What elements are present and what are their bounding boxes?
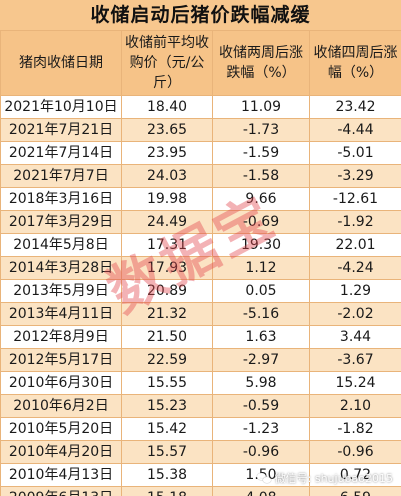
value-cell: -5.01 — [309, 141, 401, 165]
value-cell: 15.55 — [121, 371, 213, 395]
table-row: 2013年5月9日 20.89 0.05 1.29 — [0, 279, 401, 303]
column-header: 收储四周后涨幅（%） — [309, 30, 401, 96]
value-cell: 1.29 — [309, 279, 401, 303]
date-cell: 2010年4月13日 — [0, 463, 122, 487]
table-row: 2010年4月20日 15.57 -0.96 -0.96 — [0, 440, 401, 464]
value-cell: -4.24 — [309, 256, 401, 280]
table-row: 2009年6月13日15.184.086.59 — [0, 486, 401, 496]
table-row: 2017年3月29日 24.49 -0.69 -1.92 — [0, 210, 401, 234]
value-cell: -4.44 — [309, 118, 401, 142]
value-cell: 5.98 — [212, 371, 310, 395]
value-cell: 15.23 — [121, 394, 213, 418]
value-cell: -1.59 — [212, 141, 310, 165]
table-body: 2021年10月10日 18.40 11.09 23.42 2021年7月21日 23.6… — [0, 95, 401, 496]
value-cell: 4.08 — [212, 486, 310, 496]
value-cell: 18.40 — [121, 95, 213, 119]
date-cell: 2009年6月13日 — [0, 486, 122, 496]
date-cell: 2012年5月17日 — [0, 348, 122, 372]
date-cell: 2021年7月14日 — [0, 141, 122, 165]
value-cell: 15.18 — [121, 486, 213, 496]
table-row: 2021年7月14日 23.95 -1.59 -5.01 — [0, 141, 401, 165]
value-cell: -1.23 — [212, 417, 310, 441]
value-cell: 3.44 — [309, 325, 401, 349]
date-cell: 2010年4月20日 — [0, 440, 122, 464]
chart-title: 收储启动后猪价跌幅减缓 — [90, 4, 311, 26]
value-cell: -1.92 — [309, 210, 401, 234]
value-cell: 15.42 — [121, 417, 213, 441]
value-cell: 23.42 — [309, 95, 401, 119]
date-cell: 2018年3月16日 — [0, 187, 122, 211]
table-row: 2010年5月20日 15.42 -1.23 -1.82 — [0, 417, 401, 441]
column-header: 猪肉收储日期 — [0, 30, 122, 96]
date-cell: 2013年4月11日 — [0, 302, 122, 326]
data-table: 猪肉收储日期 收储前平均收购价（元/公斤） 收储两周后涨跌幅（%） 收储四周后涨… — [0, 30, 401, 496]
date-cell: 2010年5月20日 — [0, 417, 122, 441]
value-cell: 22.59 — [121, 348, 213, 372]
value-cell: 11.09 — [212, 95, 310, 119]
table-row: 2012年8月9日 21.50 1.63 3.44 — [0, 325, 401, 349]
table-row: 2018年3月16日 19.98 9.66 -12.61 — [0, 187, 401, 211]
table-row: 2014年3月28日 17.93 1.12 -4.24 — [0, 256, 401, 280]
column-header: 收储前平均收购价（元/公斤） — [121, 30, 213, 96]
value-cell: 1.50 — [212, 463, 310, 487]
value-cell: 24.49 — [121, 210, 213, 234]
value-cell: 24.03 — [121, 164, 213, 188]
value-cell: 1.63 — [212, 325, 310, 349]
date-cell: 2021年7月7日 — [0, 164, 122, 188]
header-row: 猪肉收储日期 收储前平均收购价（元/公斤） 收储两周后涨跌幅（%） 收储四周后涨… — [0, 30, 401, 96]
table-row: 2012年5月17日 22.59 -2.97 -3.67 — [0, 348, 401, 372]
value-cell: -1.58 — [212, 164, 310, 188]
column-header: 收储两周后涨跌幅（%） — [212, 30, 310, 96]
value-cell: 1.12 — [212, 256, 310, 280]
value-cell: -0.59 — [212, 394, 310, 418]
value-cell: 17.93 — [121, 256, 213, 280]
date-cell: 2010年6月30日 — [0, 371, 122, 395]
date-cell: 2021年7月21日 — [0, 118, 122, 142]
date-cell: 2021年10月10日 — [0, 95, 122, 119]
value-cell: 9.66 — [212, 187, 310, 211]
value-cell: -1.82 — [309, 417, 401, 441]
value-cell: 0.72 — [309, 463, 401, 487]
value-cell: 23.65 — [121, 118, 213, 142]
value-cell: 20.89 — [121, 279, 213, 303]
date-cell: 2014年5月8日 — [0, 233, 122, 257]
date-cell: 2010年6月2日 — [0, 394, 122, 418]
value-cell: 21.32 — [121, 302, 213, 326]
value-cell: -3.67 — [309, 348, 401, 372]
table-row: 2014年5月8日 17.31 19.30 22.01 — [0, 233, 401, 257]
date-cell: 2017年3月29日 — [0, 210, 122, 234]
date-cell: 2014年3月28日 — [0, 256, 122, 280]
date-cell: 2012年8月9日 — [0, 325, 122, 349]
date-cell: 2013年5月9日 — [0, 279, 122, 303]
value-cell: 21.50 — [121, 325, 213, 349]
value-cell: 22.01 — [309, 233, 401, 257]
value-cell: -1.73 — [212, 118, 310, 142]
value-cell: 0.05 — [212, 279, 310, 303]
value-cell: 15.38 — [121, 463, 213, 487]
table-row: 2010年6月30日 15.55 5.98 15.24 — [0, 371, 401, 395]
table-row: 2021年7月21日 23.65 -1.73 -4.44 — [0, 118, 401, 142]
value-cell: 6.59 — [309, 486, 401, 496]
value-cell: -3.29 — [309, 164, 401, 188]
table-row: 2013年4月11日 21.32 -5.16 -2.02 — [0, 302, 401, 326]
table-row: 2010年6月2日 15.23 -0.59 2.10 — [0, 394, 401, 418]
table-row: 2021年7月7日 24.03 -1.58 -3.29 — [0, 164, 401, 188]
value-cell: 15.24 — [309, 371, 401, 395]
value-cell: 19.98 — [121, 187, 213, 211]
table-row: 2010年4月13日 15.38 1.50 0.72 — [0, 463, 401, 487]
value-cell: 2.10 — [309, 394, 401, 418]
value-cell: -5.16 — [212, 302, 310, 326]
value-cell: 19.30 — [212, 233, 310, 257]
value-cell: 23.95 — [121, 141, 213, 165]
value-cell: -0.69 — [212, 210, 310, 234]
value-cell: -2.97 — [212, 348, 310, 372]
value-cell: -0.96 — [212, 440, 310, 464]
value-cell: -2.02 — [309, 302, 401, 326]
value-cell: -12.61 — [309, 187, 401, 211]
table-row: 2021年10月10日 18.40 11.09 23.42 — [0, 95, 401, 119]
value-cell: -0.96 — [309, 440, 401, 464]
value-cell: 17.31 — [121, 233, 213, 257]
value-cell: 15.57 — [121, 440, 213, 464]
